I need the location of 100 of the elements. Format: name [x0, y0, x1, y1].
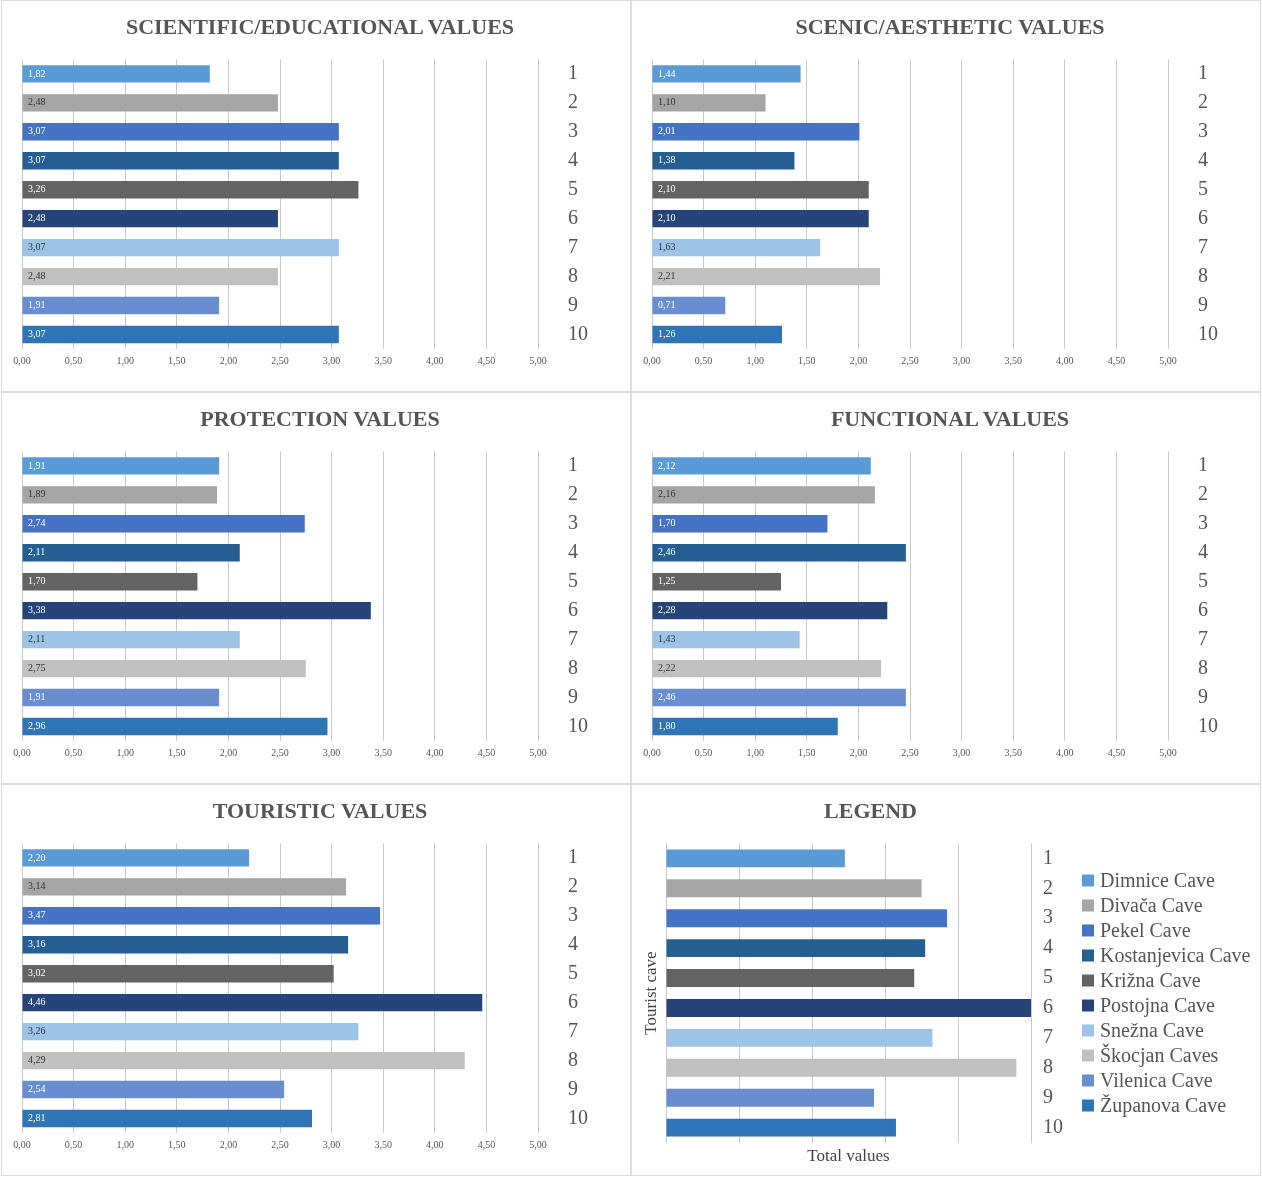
data-label: 1,38 — [658, 154, 676, 166]
data-label: 2,48 — [28, 270, 46, 282]
x-tick-label: 3,50 — [374, 354, 392, 366]
y-tick-label: 1 — [1043, 845, 1053, 868]
x-tick-label: 4,00 — [1056, 746, 1074, 758]
y-tick-label: 4 — [1043, 935, 1053, 958]
data-label: 4,29 — [28, 1054, 46, 1066]
bar — [22, 936, 349, 954]
data-label: 1,91 — [28, 459, 46, 471]
bar — [652, 486, 875, 504]
y-tick-label: 6 — [568, 205, 578, 228]
x-tick-label: 0,50 — [694, 354, 713, 366]
x-tick-label: 3,50 — [1004, 746, 1022, 758]
y-tick-label: 4 — [1198, 540, 1208, 563]
data-label: 3,26 — [28, 1025, 46, 1037]
bar — [22, 849, 250, 867]
legend-label: Kostanjevica Cave — [1100, 943, 1251, 967]
bar — [652, 457, 871, 475]
x-tick-label: 0,00 — [643, 354, 661, 366]
chart-title: SCIENTIFIC/EDUCATIONAL VALUES — [125, 13, 515, 39]
x-tick-label: 3,50 — [374, 746, 392, 758]
y-tick-label: 2 — [1198, 482, 1208, 505]
data-label: 1,26 — [658, 328, 676, 340]
chart-title: SCENIC/AESTHETIC VALUES — [795, 13, 1105, 39]
bar — [22, 717, 328, 736]
x-tick-label: 4,50 — [477, 746, 496, 758]
y-tick-label: 2 — [568, 482, 578, 505]
y-tick-label: 3 — [568, 511, 578, 534]
x-axis-title: Total values — [807, 1146, 890, 1166]
bar — [652, 544, 906, 562]
data-label: 2,48 — [28, 96, 46, 108]
data-label: 2,81 — [28, 1112, 46, 1124]
x-tick-label: 2,00 — [219, 1138, 238, 1150]
x-tick-label: 3,00 — [322, 746, 341, 758]
x-tick-label: 2,00 — [219, 354, 238, 366]
x-tick-label: 2,00 — [849, 354, 868, 366]
data-label: 2,28 — [658, 604, 676, 616]
y-tick-label: 5 — [568, 176, 578, 199]
bar — [652, 717, 838, 736]
x-tick-label: 4,00 — [426, 746, 444, 758]
bar — [652, 152, 795, 170]
data-label: 3,07 — [28, 241, 46, 253]
x-tick-label: 1,00 — [116, 746, 134, 758]
data-label: 2,54 — [28, 1083, 46, 1095]
x-tick-label: 4,50 — [477, 354, 496, 366]
data-label: 1,44 — [658, 67, 676, 79]
legend-label: Županova Cave — [1100, 1093, 1227, 1117]
data-label: 0,71 — [658, 299, 676, 311]
bar — [22, 65, 210, 83]
y-tick-label: 9 — [568, 684, 578, 707]
y-tick-label: 9 — [1198, 292, 1208, 315]
y-tick-label: 4 — [568, 932, 578, 955]
data-label: 3,07 — [28, 125, 46, 137]
x-tick-label: 4,00 — [426, 1138, 444, 1150]
x-tick-label: 2,50 — [901, 746, 919, 758]
x-tick-label: 2,50 — [271, 354, 289, 366]
data-label: 3,38 — [28, 604, 46, 616]
bar — [652, 94, 766, 112]
y-tick-label: 3 — [568, 119, 578, 142]
x-tick-label: 0,50 — [64, 1138, 83, 1150]
data-label: 1,70 — [28, 575, 46, 587]
bar — [652, 325, 783, 344]
y-tick-label: 8 — [1198, 263, 1208, 286]
chart-title: LEGEND — [824, 797, 917, 823]
chart-title: PROTECTION VALUES — [200, 405, 440, 431]
bar — [22, 123, 339, 141]
y-tick-label: 5 — [1043, 965, 1053, 988]
data-label: 1,91 — [28, 299, 46, 311]
legend-label: Križna Cave — [1100, 968, 1201, 991]
y-tick-label: 10 — [568, 713, 588, 736]
x-tick-label: 0,00 — [643, 746, 661, 758]
x-tick-label: 4,50 — [477, 1138, 496, 1150]
bar — [652, 688, 906, 707]
x-tick-label: 3,50 — [374, 1138, 392, 1150]
x-tick-label: 0,50 — [64, 746, 83, 758]
y-tick-label: 9 — [1198, 684, 1208, 707]
bar — [652, 123, 860, 141]
y-tick-label: 9 — [1043, 1084, 1053, 1107]
y-tick-label: 7 — [568, 1018, 578, 1041]
bar — [22, 515, 305, 533]
bar — [22, 688, 220, 707]
x-tick-label: 5,00 — [529, 1138, 547, 1150]
x-tick-label: 0,50 — [694, 746, 713, 758]
x-tick-label: 3,00 — [322, 1138, 341, 1150]
y-tick-label: 10 — [1198, 713, 1218, 736]
y-tick-label: 6 — [1198, 597, 1208, 620]
data-label: 1,43 — [658, 633, 676, 645]
y-axis-title: Tourist cave — [641, 951, 661, 1035]
data-label: 1,91 — [28, 691, 46, 703]
bar — [22, 152, 339, 170]
y-tick-label: 5 — [568, 568, 578, 591]
bar — [22, 94, 278, 112]
legend-label: Škocjan Caves — [1100, 1042, 1219, 1067]
data-label: 2,46 — [658, 546, 676, 558]
data-label: 1,89 — [28, 488, 46, 500]
y-tick-label: 6 — [568, 597, 578, 620]
data-label: 3,07 — [28, 328, 46, 340]
data-label: 2,74 — [28, 517, 46, 529]
bar — [22, 486, 218, 504]
bar — [652, 630, 800, 649]
